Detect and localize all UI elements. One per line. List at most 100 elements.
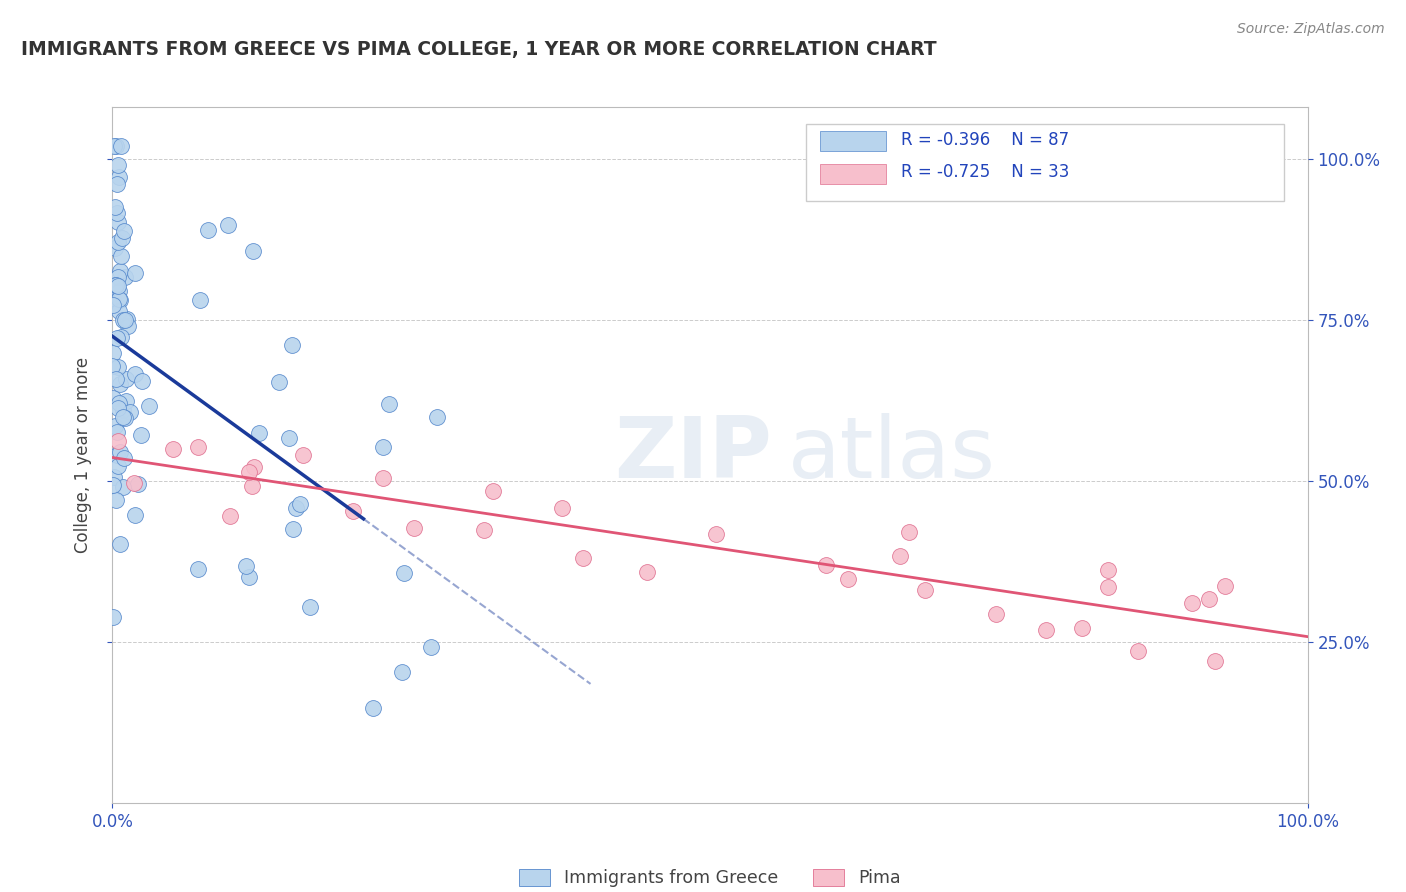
Point (107, 215, 129, 229)
Point (101, 609, 124, 624)
FancyBboxPatch shape (820, 164, 886, 184)
Y-axis label: College, 1 year or more: College, 1 year or more (73, 357, 91, 553)
Point (114, 269, 136, 284)
Point (1097, 580, 1119, 594)
Point (112, 450, 135, 465)
Point (426, 410, 449, 425)
Point (105, 492, 128, 507)
Text: IMMIGRANTS FROM GREECE VS PIMA COLLEGE, 1 YEAR OR MORE CORRELATION CHART: IMMIGRANTS FROM GREECE VS PIMA COLLEGE, … (21, 40, 936, 59)
Point (104, 278, 127, 293)
Point (242, 244, 264, 258)
Point (124, 266, 146, 280)
Point (105, 206, 128, 220)
Point (247, 426, 270, 441)
Point (118, 405, 141, 419)
Point (122, 476, 145, 491)
Point (107, 401, 129, 415)
Point (112, 410, 135, 425)
Point (299, 599, 322, 614)
Point (107, 304, 129, 318)
Text: Source: ZipAtlas.com: Source: ZipAtlas.com (1237, 22, 1385, 37)
Point (1204, 654, 1226, 668)
Point (101, 359, 124, 373)
Point (115, 371, 138, 385)
Point (101, 392, 124, 406)
Point (238, 465, 260, 479)
Point (392, 566, 415, 581)
Point (281, 338, 304, 352)
Text: R = -0.725    N = 33: R = -0.725 N = 33 (901, 162, 1070, 181)
Point (104, 200, 127, 214)
Point (889, 549, 911, 563)
Point (107, 396, 129, 410)
Point (235, 559, 257, 574)
Point (103, 292, 125, 306)
Text: atlas: atlas (787, 413, 995, 497)
Point (131, 374, 153, 388)
Point (107, 158, 129, 172)
Point (107, 235, 129, 250)
Point (1126, 644, 1149, 658)
Point (138, 399, 160, 413)
Point (124, 508, 146, 522)
Point (112, 402, 135, 417)
Point (897, 524, 920, 539)
Point (482, 484, 505, 499)
Point (114, 312, 136, 326)
Point (551, 500, 574, 515)
Point (104, 277, 127, 292)
Point (108, 293, 131, 307)
Point (108, 537, 131, 551)
Point (269, 375, 291, 389)
Point (402, 521, 425, 535)
Point (219, 509, 242, 524)
FancyBboxPatch shape (820, 131, 886, 151)
Point (986, 607, 1008, 621)
Point (108, 292, 131, 306)
Point (636, 566, 658, 580)
Point (105, 448, 128, 462)
Point (1198, 592, 1220, 607)
FancyBboxPatch shape (806, 124, 1284, 201)
Point (103, 138, 125, 153)
Point (105, 331, 128, 345)
Point (1181, 596, 1204, 610)
Point (108, 169, 131, 184)
Point (104, 138, 127, 153)
Text: ZIP: ZIP (614, 413, 772, 497)
Point (188, 293, 211, 308)
Point (292, 448, 315, 462)
Point (284, 501, 307, 516)
Point (112, 224, 135, 238)
Point (104, 241, 127, 255)
Point (342, 504, 364, 518)
Point (187, 440, 209, 454)
Point (110, 330, 132, 344)
Point (110, 250, 132, 264)
Point (217, 218, 239, 232)
Point (107, 270, 129, 285)
Point (187, 562, 209, 576)
Point (104, 419, 127, 434)
Point (129, 428, 152, 442)
Point (114, 394, 136, 409)
Point (127, 476, 149, 491)
Point (243, 459, 266, 474)
Point (371, 471, 394, 485)
Point (107, 434, 129, 449)
Point (111, 231, 134, 245)
Point (105, 371, 128, 385)
Point (1035, 624, 1057, 638)
Point (108, 284, 131, 298)
Point (103, 469, 125, 483)
Point (815, 558, 838, 572)
Legend: Immigrants from Greece, Pima: Immigrants from Greece, Pima (510, 860, 910, 892)
Point (108, 263, 131, 277)
Point (110, 138, 132, 153)
Point (288, 497, 311, 511)
Point (103, 298, 125, 312)
Point (377, 397, 399, 411)
Point (117, 318, 139, 333)
Point (1071, 621, 1094, 635)
Point (391, 665, 413, 680)
